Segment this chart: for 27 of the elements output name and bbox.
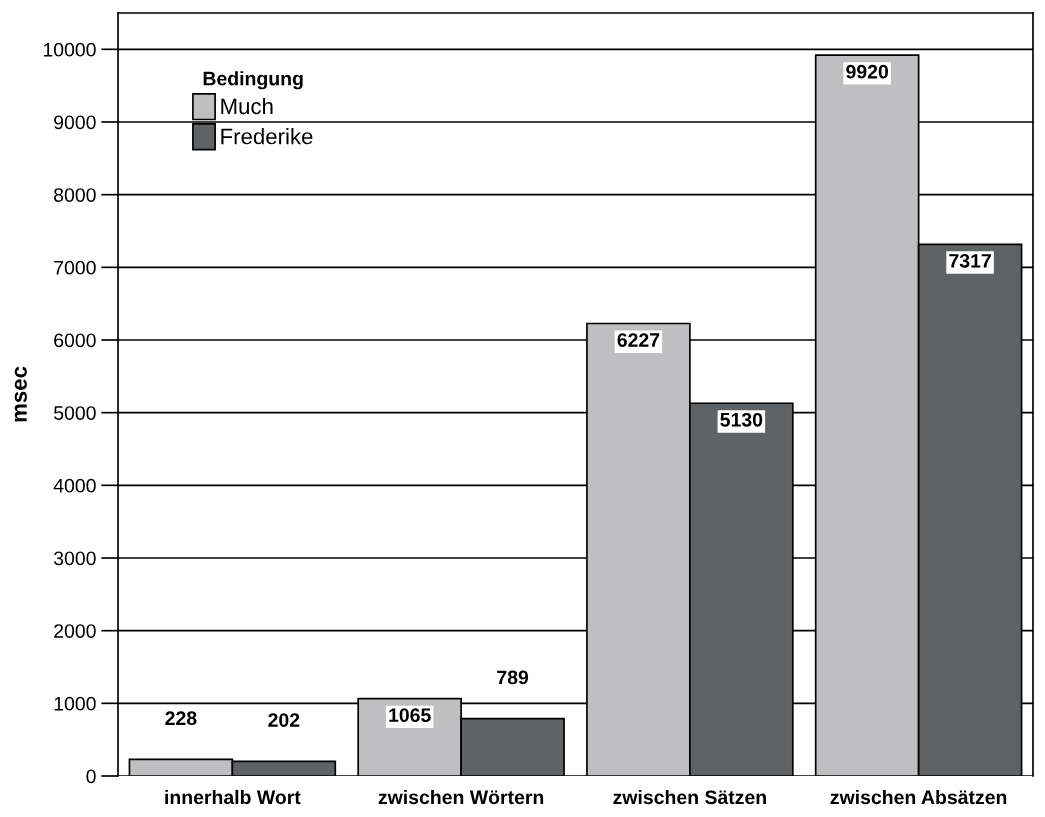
x-tick-label: zwischen Absätzen: [830, 789, 1007, 805]
data-label: 9920: [846, 64, 888, 79]
data-label: 228: [165, 711, 197, 726]
legend-label: Much: [221, 97, 273, 115]
y-tick-label: 0: [86, 769, 96, 784]
data-label: 1065: [389, 708, 431, 723]
x-tick-label: zwischen Sätzen: [613, 789, 766, 805]
y-tick-label: 5000: [54, 406, 96, 420]
data-label: 5130: [720, 412, 763, 427]
y-axis-title: msec: [14, 366, 27, 422]
data-label: 6227: [617, 333, 660, 347]
legend-title: Bedingung: [203, 71, 303, 90]
y-tick-label: 1000: [54, 696, 96, 711]
y-tick-label: 10000: [43, 42, 96, 57]
y-tick-label: 6000: [54, 333, 96, 348]
data-label: 789: [497, 670, 529, 685]
y-tick-label: 8000: [54, 188, 96, 202]
y-tick-label: 4000: [53, 478, 96, 493]
x-tick-label: zwischen Wörtern: [378, 789, 544, 805]
y-tick-label: 2000: [54, 624, 96, 638]
y-tick-label: 9000: [54, 115, 96, 130]
legend-label: Frederike: [221, 128, 313, 145]
y-tick-label: 3000: [53, 551, 96, 566]
y-tick-label: 7000: [54, 260, 96, 275]
data-label: 202: [268, 713, 300, 727]
data-label: 7317: [949, 253, 991, 268]
x-tick-label: innerhalb Wort: [165, 789, 301, 805]
